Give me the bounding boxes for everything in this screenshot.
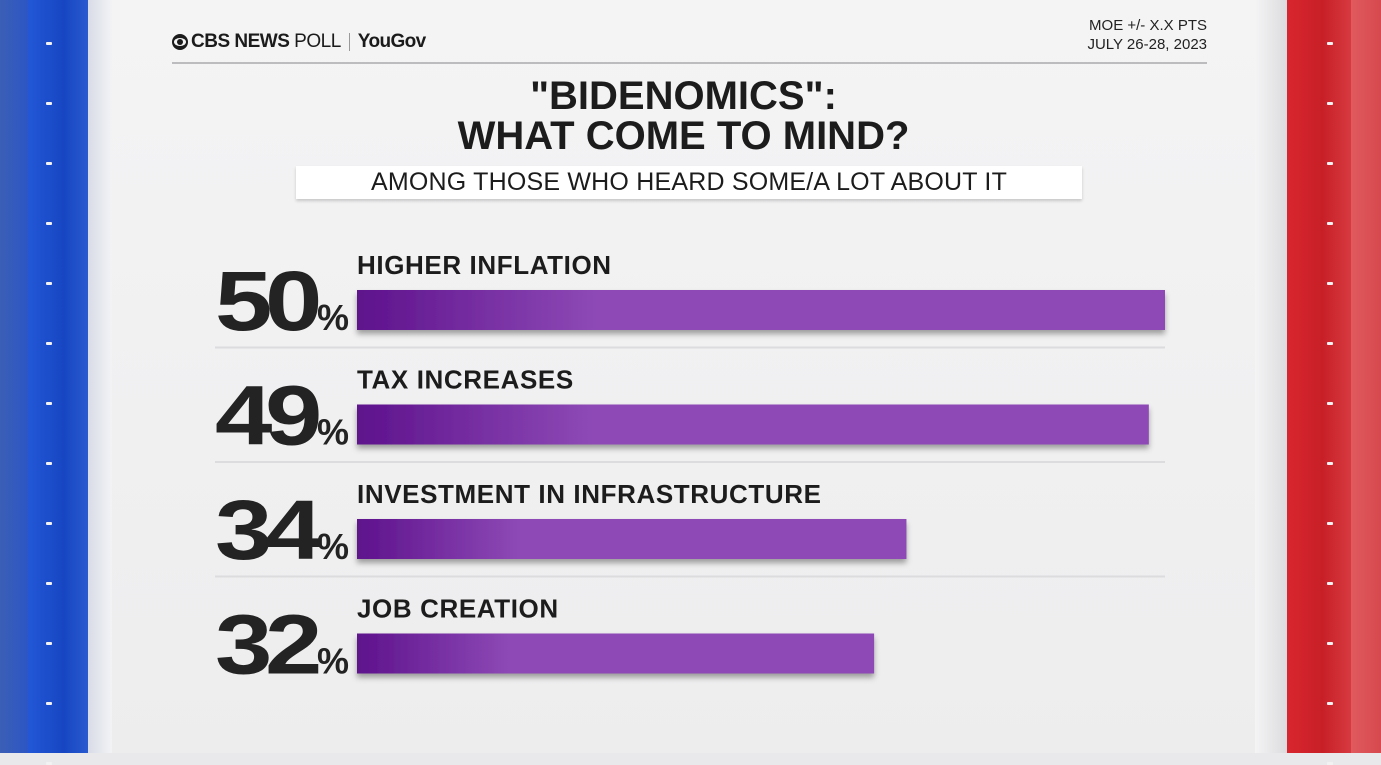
value-label: 32% [215,598,349,692]
bar [357,633,875,674]
left-outer-stripe [0,0,28,753]
right-stripe-tick [1327,642,1333,645]
category-label: TAX INCREASES [357,365,574,395]
right-red-stripe [1287,0,1351,753]
right-stripe-tick [1327,282,1333,285]
left-stripe-tick [46,642,52,645]
left-stripe-tick [46,102,52,105]
right-stripe-tick [1327,42,1333,45]
bar [357,290,1165,330]
right-stripe-tick [1327,162,1333,165]
bar [357,404,1149,445]
left-stripe-tick [46,282,52,285]
left-stripe-tick [46,342,52,345]
right-stripe-tick [1327,702,1333,705]
category-label: JOB CREATION [357,594,559,624]
left-stripe-tick [46,582,52,585]
left-stripe-tick [46,222,52,225]
left-stripe-tick [46,162,52,165]
right-stripe-tick [1327,582,1333,585]
subtitle-box: AMONG THOSE WHO HEARD SOME/A LOT ABOUT I… [296,166,1082,199]
value-label: 34% [215,483,349,577]
left-stripe-tick [46,702,52,705]
right-stripe-tick [1327,462,1333,465]
chart-subtitle: AMONG THOSE WHO HEARD SOME/A LOT ABOUT I… [370,168,1008,196]
right-stripe-tick [1327,402,1333,405]
category-label: HIGHER INFLATION [357,250,612,280]
left-blue-stripe [28,0,88,753]
left-inner-stripe [88,0,112,753]
title-line-2: WHAT COME TO MIND? [457,114,910,158]
bar [357,519,907,559]
brand-text: CBS NEWS POLL [191,31,341,52]
left-stripe-tick [46,42,52,45]
left-stripe-tick [46,462,52,465]
value-label: 50% [215,254,349,348]
right-stripe-tick [1327,222,1333,225]
chart-title: "BIDENOMICS": WHAT COME TO MIND? [112,76,1255,156]
moe-text: MOE +/- X.X PTS [1089,17,1207,34]
right-stripe-tick [1327,522,1333,525]
value-label: 49% [215,369,349,463]
category-label: INVESTMENT IN INFRASTRUCTURE [357,479,822,509]
poll-date: JULY 26-28, 2023 [1087,36,1207,53]
logo-row: CBS NEWS POLL YouGov [172,30,426,54]
right-outer-stripe [1351,0,1381,753]
header-rule [172,62,1207,64]
left-stripe-tick [46,522,52,525]
cbs-eye-icon [172,34,188,50]
yougov-logo: YouGov [357,31,426,52]
title-line-1: "BIDENOMICS": [530,74,837,118]
right-stripe-tick [1327,342,1333,345]
poll-panel: CBS NEWS POLL YouGov MOE +/- X.X PTS JUL… [112,0,1255,753]
moe-block: MOE +/- X.X PTS JULY 26-28, 2023 [1087,16,1207,54]
left-stripe-tick [46,402,52,405]
logo-divider [348,33,350,51]
right-stripe-tick [1327,102,1333,105]
right-inner-stripe [1255,0,1287,753]
